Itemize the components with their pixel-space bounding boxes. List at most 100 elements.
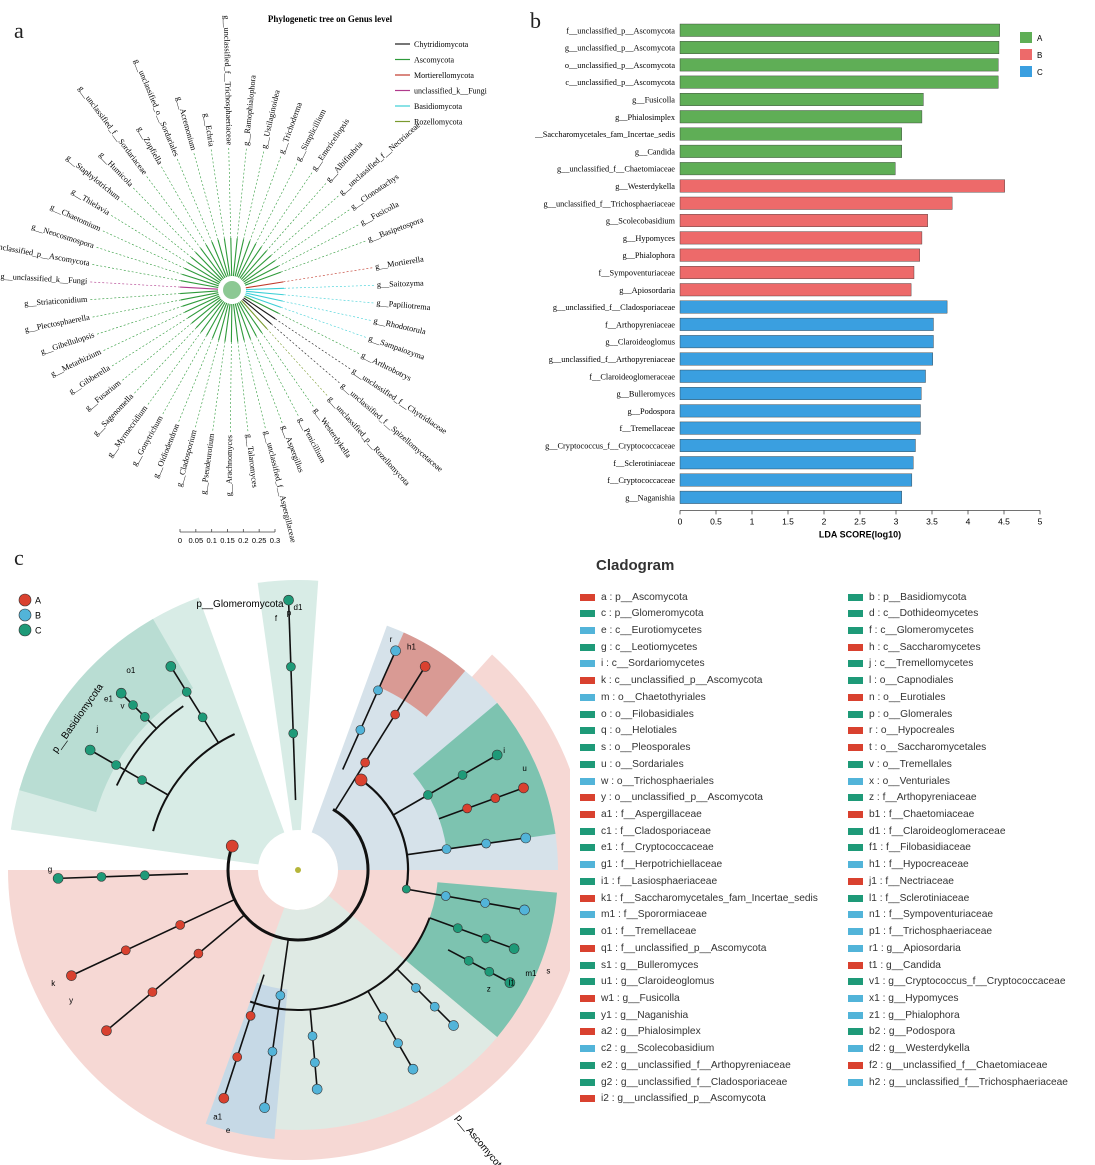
tree-leaf-guide [147,331,202,405]
cladogram-legend-swatch [848,844,863,852]
tree-branch [234,239,245,277]
tree-branch [217,239,229,277]
cladogram-legend-swatch [848,760,863,768]
lda-x-tick-label: 0.5 [710,516,722,526]
tree-legend-label: Mortierellomycota [414,71,474,80]
cladogram-group-label: C [35,626,42,636]
cladogram-node [393,1038,403,1049]
cladogram-legend-item: f1 : f__Filobasidiaceae [848,841,971,855]
tree-branch [245,290,284,296]
cladogram-legend-swatch [580,693,595,701]
tree-legend-label: Chytridiomycota [414,40,469,49]
cladogram-node [354,773,368,787]
tree-scale-tick-label: 0 [178,536,182,545]
tree-leaf-guide [266,328,328,396]
cladogram-node [519,904,530,916]
cladogram-legend-item: m : o__Chaetothyriales [580,690,706,704]
tree-leaf-label: g__Cladosporium [175,428,199,488]
cladogram-legend-label: m : o__Chaetothyriales [601,691,706,703]
tree-leaf-label: g__Striaticonidium [24,295,88,308]
cladogram-node [504,977,516,988]
cladogram-legend-item: t1 : g__Candida [848,958,941,972]
cladogram-legend-swatch [848,1045,863,1053]
lda-category-label: g__Hypomyces [623,234,675,243]
cladogram-legend-item: n1 : f__Sympoventuriaceae [848,908,993,922]
cladogram-legend-item: u1 : g__Claroideoglomus [580,975,714,989]
cladogram-clade-label: p__Glomeromycota [196,599,284,610]
cladogram: Cladogram fpd1rh1iujve1o1gl1m1szkyea1p__… [8,580,570,1165]
tree-branch [244,295,279,314]
lda-legend-label: A [1037,34,1043,43]
tree-leaf-guide [283,294,374,304]
tree-leaf-guide [261,172,313,248]
cladogram-legend: a : p__Ascomycota b : p__Basidiomycota c :… [570,590,1090,1110]
cladogram-legend-label: a : p__Ascomycota [601,591,688,603]
tree-leaf-guide [92,299,182,318]
cladogram-node [480,898,490,908]
cladogram-legend-swatch [580,827,595,835]
cladogram-branch [71,898,235,977]
cladogram-node-letter: e [226,1126,231,1135]
cladogram-legend-swatch [848,1078,863,1086]
lda-bar [679,369,926,383]
lda-category-label: g__unclassified_f__Chaetomiaceae [557,165,675,174]
lda-x-tick-label: 3 [894,516,899,526]
tree-leaf-label: g__Plectosphaerella [24,313,91,334]
lda-x-tick-label: 3.5 [926,516,938,526]
cladogram-node [193,948,204,959]
cladogram-node-letter: k [51,979,56,988]
cladogram-node-letter: l1 [509,979,516,988]
cladogram-legend-label: f1 : f__Filobasidiaceae [869,842,971,854]
cladogram-node [275,990,286,1001]
lda-bar [679,317,934,331]
cladogram-arc [360,778,410,890]
tree-legend-label: Ascomycota [414,56,454,65]
clade-sector-dothideo [209,895,498,1130]
cladogram-node [84,744,96,756]
cladogram-legend-label: x : o__Venturiales [869,775,950,787]
tree-branch [236,240,251,278]
cladogram-legend-swatch [580,1078,595,1086]
cladogram-node [96,872,107,882]
cladogram-legend-swatch [848,777,863,785]
cladogram-legend-label: w : o__Trichosphaeriales [601,775,714,787]
tree-branch [237,243,257,278]
lda-bar [679,335,934,349]
cladogram-node [66,970,77,981]
lda-category-label: g__Naganishia [625,493,675,502]
tree-leaf-guide [228,148,232,239]
cladogram-node [139,870,150,881]
cladogram-legend-item: n : o__Eurotiales [848,690,945,704]
cladogram-node [181,687,192,697]
cladogram-legend-swatch [848,677,863,685]
tree-branch [240,300,268,329]
tree-leaf-guide [92,264,181,281]
tree-branch [245,292,283,302]
cladogram-legend-label: d : c__Dothideomycetes [869,608,979,620]
tree-leaf-guide [249,156,281,242]
tree-branch [182,273,219,287]
cladogram-legend-label: c2 : g__Scolecobasidium [601,1043,715,1055]
cladogram-node [518,782,529,794]
tree-branch [182,293,219,307]
cladogram-legend-swatch [848,1061,863,1069]
cladogram-node [310,1057,320,1068]
cladogram-node [462,803,472,814]
cladogram-legend-swatch [848,744,863,752]
lda-bar [679,162,896,176]
lda-bar [679,283,912,297]
cladogram-node [508,943,520,954]
cladogram-legend-label: i2 : g__unclassified_p__Ascomycota [601,1093,766,1105]
tree-scale-tick-label: 0.2 [238,536,248,545]
cladogram-node-letter: f [275,614,278,623]
cladogram-legend-swatch [580,643,595,651]
cladogram-legend-item: s1 : g__Bulleromyces [580,958,698,972]
cladogram-legend-item: o : o__Filobasidiales [580,707,694,721]
lda-bar [679,75,999,89]
tree-branch [180,290,219,295]
lda-category-label: g__Cryptococcus_f__Cryptococcaceae [545,441,675,450]
cladogram-legend-label: a1 : f__Aspergillaceae [601,808,702,820]
cladogram-legend-swatch [580,944,595,952]
cladogram-node [52,873,64,884]
cladogram-legend-label: o1 : f__Tremellaceae [601,926,697,938]
